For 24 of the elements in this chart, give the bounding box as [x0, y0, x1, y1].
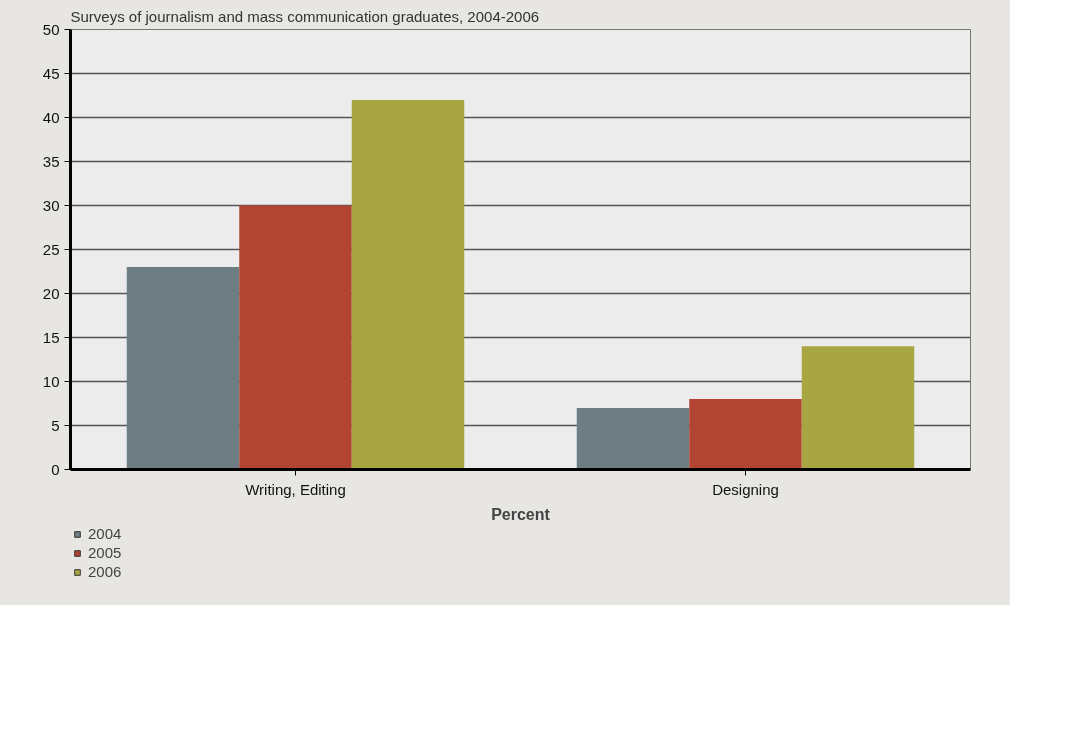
bar: [576, 407, 690, 470]
bar: [351, 99, 465, 470]
legend-label: 2004: [88, 525, 122, 542]
y-tick-label: 5: [51, 416, 60, 434]
y-tick-label: 10: [42, 372, 60, 390]
y-tick-label: 15: [42, 328, 60, 346]
bar: [801, 346, 915, 470]
chart-title: Surveys of journalism and mass communication graduates, 2004-2006: [70, 7, 540, 25]
y-tick-label: 25: [42, 240, 60, 258]
bar: [689, 399, 802, 470]
legend-label: 2006: [88, 563, 122, 580]
y-tick-label: 50: [42, 20, 60, 38]
y-tick-label: 40: [42, 108, 60, 126]
bar: [239, 205, 352, 470]
y-tick-label: 45: [42, 64, 60, 82]
y-tick-label: 20: [42, 284, 60, 302]
x-tick-label: Writing, Editing: [245, 480, 346, 498]
x-axis-title: Percent: [491, 505, 551, 523]
y-tick-label: 0: [51, 460, 60, 478]
bar: [126, 267, 240, 470]
y-tick-label: 35: [42, 152, 60, 170]
y-tick-label: 30: [42, 196, 60, 214]
x-tick-label: Designing: [712, 480, 779, 498]
legend-label: 2005: [88, 544, 122, 561]
